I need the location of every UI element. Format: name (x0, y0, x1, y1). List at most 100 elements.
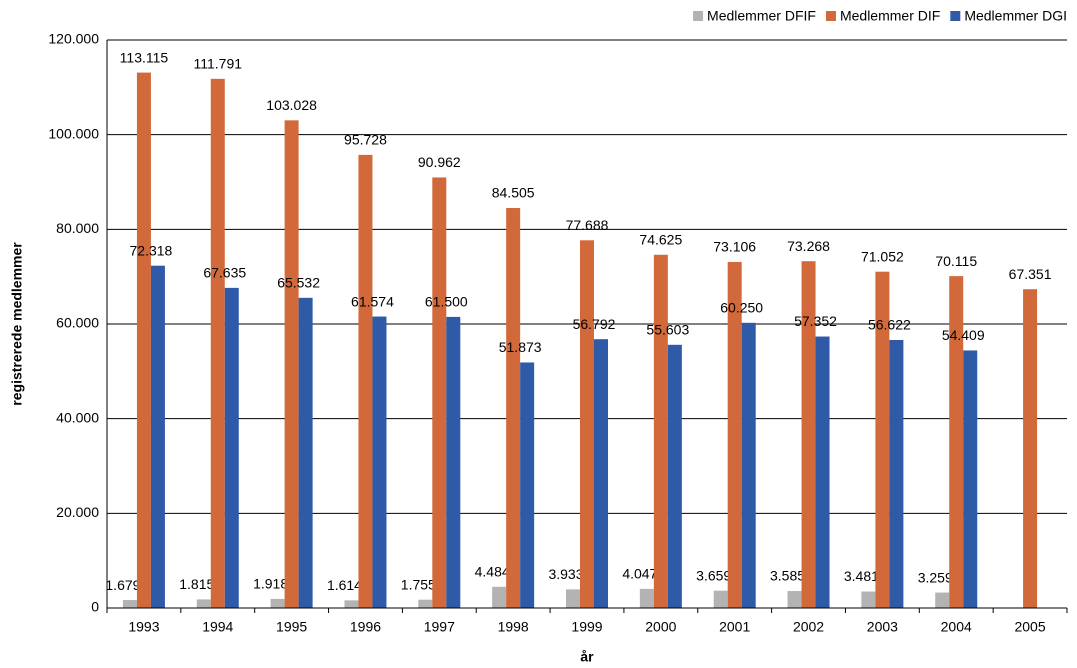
bar (639, 588, 654, 608)
value-label: 103.028 (266, 97, 317, 113)
legend-label: Medlemmer DGI (964, 8, 1067, 24)
bar (875, 271, 890, 608)
x-tick-label: 2002 (793, 619, 824, 635)
bar (358, 154, 373, 609)
bar (150, 265, 165, 608)
x-tick-label: 1996 (350, 619, 381, 635)
bar (815, 336, 830, 608)
bar (1023, 289, 1038, 608)
bar (963, 350, 978, 608)
value-label: 3.659 (696, 567, 731, 583)
value-label: 77.688 (566, 217, 609, 233)
x-tick-label: 1995 (276, 619, 307, 635)
y-tick-label: 40.000 (56, 409, 99, 425)
y-tick-label: 60.000 (56, 315, 99, 331)
bar (889, 339, 904, 608)
value-label: 73.268 (787, 238, 830, 254)
bar (801, 261, 816, 608)
value-label: 70.115 (935, 253, 977, 269)
bar (298, 297, 313, 608)
value-label: 3.481 (844, 568, 879, 584)
value-label: 113.115 (120, 49, 169, 65)
legend-label: Medlemmer DIF (840, 8, 940, 24)
x-axis-title: år (580, 649, 594, 665)
x-tick-label: 2004 (941, 619, 972, 635)
bar (520, 362, 535, 608)
value-label: 54.409 (942, 327, 985, 343)
value-label: 90.962 (418, 154, 461, 170)
legend-label: Medlemmer DFIF (707, 8, 816, 24)
value-label: 4.484 (475, 563, 510, 579)
x-tick-label: 2001 (719, 619, 750, 635)
value-label: 4.047 (622, 566, 657, 582)
bar (713, 590, 728, 608)
value-label: 55.603 (646, 322, 689, 338)
value-label: 67.635 (203, 265, 246, 281)
x-tick-label: 2000 (645, 619, 676, 635)
value-label: 3.259 (918, 569, 953, 585)
bar (594, 339, 608, 608)
x-tick-label: 2003 (867, 619, 898, 635)
bar (418, 599, 433, 608)
legend-swatch (950, 11, 961, 21)
x-tick-label: 1999 (571, 619, 602, 635)
bar (446, 316, 461, 608)
bar (741, 322, 756, 608)
y-tick-label: 0 (91, 599, 99, 615)
bar (344, 600, 359, 608)
value-label: 60.250 (720, 300, 763, 316)
value-label: 1.614 (327, 577, 362, 593)
bar (492, 586, 507, 608)
bar (196, 599, 211, 608)
value-label: 3.933 (548, 566, 583, 582)
bar (506, 208, 521, 608)
x-tick-label: 1993 (128, 619, 159, 635)
bar (210, 78, 225, 608)
value-label: 71.052 (861, 248, 904, 264)
value-label: 111.791 (194, 56, 243, 72)
y-tick-label: 20.000 (56, 504, 99, 520)
value-label: 1.815 (179, 576, 214, 592)
bar (224, 287, 239, 608)
value-label: 61.500 (425, 294, 468, 310)
bar (861, 591, 876, 608)
value-label: 65.532 (277, 275, 320, 291)
bar (949, 276, 964, 608)
legend-swatch (825, 11, 836, 21)
y-tick-label: 100.000 (48, 125, 99, 141)
bar (270, 598, 285, 608)
value-label: 51.873 (499, 339, 542, 355)
value-label: 1.755 (401, 576, 436, 592)
x-tick-label: 1994 (202, 619, 233, 635)
value-label: 61.574 (351, 293, 394, 309)
value-label: 67.351 (1009, 266, 1052, 282)
bar (284, 120, 299, 608)
bar (580, 240, 594, 608)
x-tick-label: 1997 (424, 619, 455, 635)
x-tick-label: 1998 (498, 619, 529, 635)
value-label: 56.792 (573, 316, 616, 332)
y-tick-label: 120.000 (48, 31, 99, 47)
value-label: 3.585 (770, 568, 805, 584)
value-label: 84.505 (492, 185, 535, 201)
value-label: 1.918 (253, 576, 288, 592)
value-label: 95.728 (344, 132, 387, 148)
bar (432, 177, 447, 608)
value-label: 56.622 (868, 317, 911, 333)
value-label: 72.318 (130, 242, 173, 258)
bar (372, 316, 387, 608)
bar (136, 72, 151, 609)
bar (653, 254, 668, 608)
value-label: 73.106 (713, 239, 756, 255)
legend-swatch (693, 11, 704, 21)
bar (122, 600, 137, 608)
value-label: 74.625 (639, 231, 682, 247)
bar (935, 592, 950, 608)
bar (727, 261, 742, 608)
value-label: 57.352 (794, 313, 837, 329)
bar (566, 589, 580, 608)
y-tick-label: 80.000 (56, 220, 99, 236)
x-tick-label: 2005 (1014, 619, 1045, 635)
bar (787, 591, 802, 608)
